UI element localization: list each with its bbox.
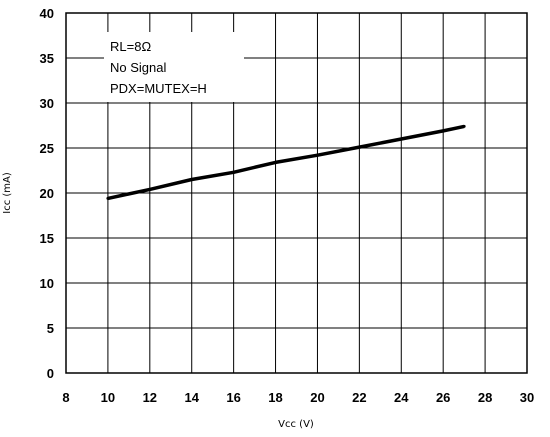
x-tick-label: 14	[184, 390, 199, 405]
annotation-box	[104, 32, 244, 102]
x-tick-label: 28	[478, 390, 492, 405]
y-tick-label: 0	[47, 366, 54, 381]
x-tick-label: 16	[226, 390, 240, 405]
y-tick-label: 10	[40, 276, 54, 291]
grid	[66, 13, 527, 373]
data-point	[274, 160, 278, 164]
x-tick-label: 22	[352, 390, 366, 405]
series-group	[106, 124, 466, 201]
data-point	[441, 129, 445, 133]
annotation-line: No Signal	[110, 60, 166, 75]
y-axis-title: Icc (mA)	[2, 172, 13, 214]
x-tick-label: 24	[394, 390, 409, 405]
data-point	[462, 124, 466, 128]
annotation-line: PDX=MUTEX=H	[110, 81, 207, 96]
data-point	[148, 187, 152, 191]
x-tick-labels: 8 10 12 14 16 18 20 22 24 26 28 30	[62, 390, 534, 405]
data-point	[232, 170, 236, 174]
data-point	[315, 153, 319, 157]
y-tick-label: 15	[40, 231, 54, 246]
x-tick-label: 30	[520, 390, 534, 405]
x-tick-label: 26	[436, 390, 450, 405]
plot-frame	[65, 12, 528, 374]
y-tick-label: 35	[40, 51, 54, 66]
x-tick-label: 18	[268, 390, 282, 405]
data-point	[106, 196, 110, 200]
x-tick-label: 8	[62, 390, 69, 405]
y-tick-label: 20	[40, 186, 54, 201]
x-tick-label: 12	[143, 390, 157, 405]
data-point	[399, 137, 403, 141]
data-point	[357, 145, 361, 149]
y-tick-labels: 0 5 10 15 20 25 30 35 40	[40, 6, 54, 381]
annotation-line: RL=8Ω	[110, 39, 151, 54]
y-tick-label: 40	[40, 6, 54, 21]
annotation-group: RL=8Ω No Signal PDX=MUTEX=H	[110, 39, 207, 96]
x-axis-title: Vcc (V)	[278, 419, 314, 430]
y-tick-label: 25	[40, 141, 54, 156]
y-tick-label: 30	[40, 96, 54, 111]
x-tick-label: 20	[310, 390, 324, 405]
y-tick-label: 5	[47, 321, 54, 336]
x-tick-label: 10	[101, 390, 115, 405]
series-line	[107, 124, 465, 201]
data-point	[190, 178, 194, 181]
